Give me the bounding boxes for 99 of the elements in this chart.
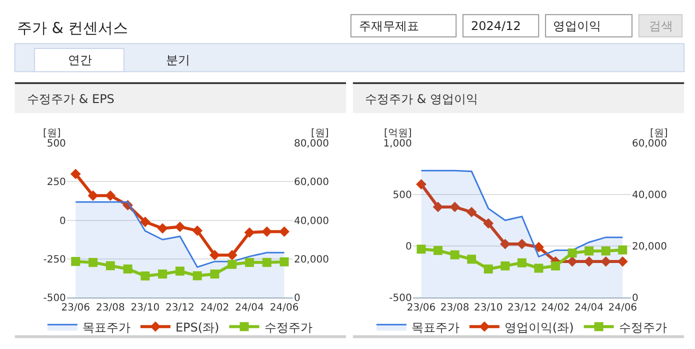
y-tick-label: 250 — [46, 177, 66, 188]
point — [262, 258, 272, 267]
x-tick-label: 23/08 — [96, 302, 125, 314]
x-tick-label: 23/10 — [474, 302, 503, 314]
y2-axis-title: [원] — [650, 128, 668, 139]
y2-tick-label: 60,000 — [632, 138, 668, 150]
x-tick-label: 23/06 — [61, 302, 90, 314]
x-tick-label: 24/04 — [235, 302, 264, 314]
y-tick-label: 0 — [405, 242, 412, 253]
text: 분기 — [166, 53, 190, 67]
point — [534, 242, 544, 252]
point — [174, 222, 186, 232]
point — [175, 266, 184, 276]
x-tick-label: 24/02 — [200, 302, 230, 314]
y-axis-title: [원] — [43, 128, 61, 139]
point — [416, 244, 426, 254]
point — [517, 258, 526, 268]
x-tick-label: 23/12 — [166, 302, 194, 314]
point — [244, 227, 255, 238]
point — [210, 250, 220, 260]
point — [500, 238, 510, 250]
point — [450, 202, 460, 212]
y-tick-label: 500 — [46, 138, 66, 150]
point — [210, 270, 220, 279]
point — [192, 271, 202, 280]
text: 주재무제표 — [359, 19, 419, 33]
point — [105, 190, 116, 201]
x-tick-label: 23/10 — [130, 302, 160, 314]
point — [244, 258, 254, 267]
legend-label: 목표주가 — [411, 320, 460, 334]
point — [140, 216, 150, 228]
y-tick-label: 500 — [392, 190, 412, 202]
point — [228, 260, 237, 269]
legend-label: 수정주가 — [618, 320, 667, 334]
point — [466, 206, 477, 218]
y-tick-label: -500 — [389, 293, 412, 304]
x-tick-label: 24/06 — [608, 302, 638, 314]
point — [157, 223, 168, 234]
y2-tick-label: 0 — [632, 293, 638, 304]
point — [106, 261, 115, 270]
point — [450, 250, 460, 260]
x-tick-label: 24/06 — [270, 302, 299, 314]
y-tick-label: 0 — [60, 216, 66, 227]
point — [88, 190, 98, 201]
point — [516, 238, 528, 250]
point — [158, 270, 168, 279]
legend-label: 목표주가 — [82, 320, 130, 334]
point — [226, 250, 238, 260]
point — [584, 246, 594, 256]
x-tick-label: 23/08 — [440, 302, 470, 314]
y2-axis-title: [원] — [311, 128, 329, 139]
point — [262, 226, 272, 237]
point — [279, 226, 290, 237]
point — [280, 257, 289, 266]
y-tick-label: 1,000 — [383, 138, 412, 150]
x-tick-label: 23/12 — [508, 302, 536, 314]
point — [618, 245, 628, 254]
y-axis-title: [억원] — [384, 128, 412, 139]
legend-label: EPS(좌) — [175, 320, 220, 334]
point — [467, 254, 476, 264]
x-tick-label: 24/04 — [574, 302, 604, 314]
point — [140, 271, 150, 280]
point — [416, 179, 426, 190]
text: 영업이익 — [553, 19, 601, 33]
y2-tick-label: 0 — [294, 293, 300, 304]
chart-title: 수정주가 & 영업이익 — [365, 92, 478, 106]
y2-tick-label: 20,000 — [294, 254, 329, 266]
chart-title: 수정주가 & EPS — [27, 92, 114, 106]
point — [192, 225, 203, 236]
legend-label: 영업이익(좌) — [504, 320, 574, 334]
legend-label: 수정주가 — [264, 320, 312, 334]
y2-tick-label: 80,000 — [294, 138, 329, 150]
y2-tick-label: 40,000 — [294, 216, 329, 227]
point — [88, 258, 98, 267]
y2-tick-label: 20,000 — [632, 242, 668, 253]
point — [434, 246, 443, 255]
point — [601, 246, 610, 256]
y-tick-label: -250 — [43, 254, 66, 266]
point — [567, 256, 578, 267]
point — [71, 256, 80, 266]
x-tick-label: 24/02 — [541, 302, 570, 314]
point — [483, 218, 494, 229]
point — [551, 261, 560, 270]
x-tick-label: 23/06 — [406, 302, 436, 314]
point — [584, 256, 594, 267]
point — [534, 264, 544, 273]
point — [432, 202, 444, 212]
point — [484, 264, 493, 274]
point — [70, 168, 81, 180]
y2-tick-label: 40,000 — [632, 190, 668, 202]
y-tick-label: -500 — [43, 293, 66, 304]
text: 2024/12 — [471, 19, 521, 33]
text: 연간 — [68, 53, 92, 67]
text: 검색 — [649, 19, 673, 33]
y2-tick-label: 60,000 — [294, 177, 329, 188]
point — [568, 248, 577, 258]
point — [123, 264, 132, 274]
text: 주가 & 컨센서스 — [17, 19, 128, 37]
point — [500, 261, 510, 270]
